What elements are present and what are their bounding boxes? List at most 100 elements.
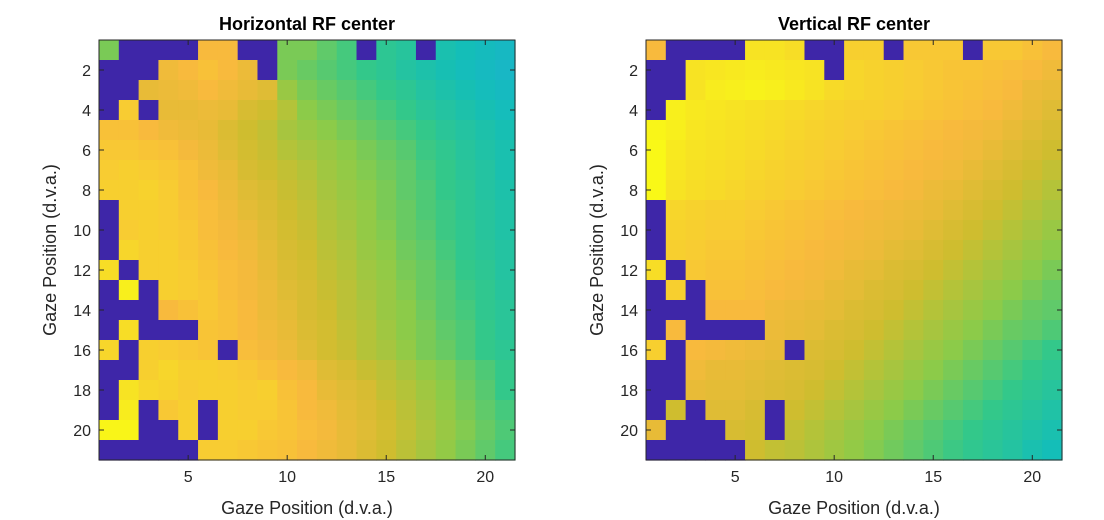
heatmap-cell	[277, 140, 298, 161]
heatmap-cell	[883, 160, 905, 181]
heatmap-cell	[316, 160, 338, 181]
heatmap-cell	[178, 120, 199, 141]
heatmap-cell	[316, 340, 338, 361]
heatmap-cell	[415, 100, 437, 121]
heatmap-cell	[685, 120, 707, 141]
heatmap-cell	[237, 340, 259, 361]
heatmap-cell	[297, 60, 318, 81]
heatmap-cell	[1022, 340, 1043, 361]
heatmap-cell	[138, 380, 160, 401]
heatmap-cell	[99, 360, 120, 381]
heatmap-cell	[415, 200, 437, 221]
heatmap-cell	[455, 240, 476, 261]
heatmap-cell	[118, 60, 140, 81]
heatmap-cell	[764, 340, 786, 361]
heatmap-cell	[725, 320, 746, 341]
heatmap-cell	[665, 120, 687, 141]
heatmap-cell	[745, 280, 766, 301]
heatmap-cell	[1022, 220, 1043, 241]
heatmap-cell	[455, 300, 476, 321]
heatmap-cell	[475, 260, 496, 281]
heatmap-cell	[99, 240, 120, 261]
heatmap-cell	[336, 340, 358, 361]
heatmap-cell	[804, 120, 825, 141]
heatmap-cell	[804, 40, 825, 61]
heatmap-cell	[685, 60, 707, 81]
heatmap-cell	[257, 120, 278, 141]
heatmap-cell	[784, 300, 806, 321]
heatmap-cell	[277, 340, 298, 361]
heatmap-cell	[217, 60, 239, 81]
heatmap-cell	[804, 400, 825, 421]
heatmap-cell	[883, 80, 905, 101]
heatmap-cell	[725, 80, 746, 101]
heatmap-cell	[435, 140, 457, 161]
y-tick-label: 8	[629, 183, 638, 200]
heatmap-cell	[1022, 140, 1043, 161]
heatmap-cell	[1022, 260, 1043, 281]
heatmap-cell	[316, 200, 338, 221]
heatmap-cell	[784, 160, 806, 181]
heatmap-cell	[217, 240, 239, 261]
heatmap-cell	[475, 340, 496, 361]
heatmap-cell	[455, 60, 476, 81]
heatmap-cell	[1002, 320, 1023, 341]
heatmap-cell	[356, 80, 377, 101]
heatmap-cell	[1002, 200, 1023, 221]
heatmap-cell	[118, 100, 140, 121]
heatmap-cell	[982, 280, 1004, 301]
heatmap-cell	[1002, 420, 1023, 441]
heatmap-cell	[784, 400, 806, 421]
x-axis-label: Gaze Position (d.v.a.)	[768, 498, 940, 518]
heatmap-cell	[376, 80, 397, 101]
heatmap-cell	[982, 120, 1004, 141]
heatmap-cell	[665, 360, 687, 381]
heatmap-cell	[316, 380, 338, 401]
heatmap-cell	[844, 420, 865, 441]
heatmap-cell	[455, 120, 476, 141]
heatmap-cell	[665, 260, 687, 281]
heatmap-cell	[1022, 80, 1043, 101]
heatmap-cell	[1002, 400, 1023, 421]
heatmap-cell	[943, 220, 964, 241]
heatmap-cell	[198, 120, 219, 141]
heatmap-cell	[435, 160, 457, 181]
heatmap-cell	[824, 180, 845, 201]
heatmap-cell	[1042, 80, 1063, 101]
heatmap-cell	[336, 300, 358, 321]
heatmap-cell	[764, 140, 786, 161]
heatmap-cell	[495, 160, 516, 181]
heatmap-cell	[297, 200, 318, 221]
heatmap-cell	[665, 340, 687, 361]
heatmap-cell	[844, 240, 865, 261]
heatmap-cell	[962, 440, 984, 461]
heatmap-cell	[705, 440, 726, 461]
heatmap-cell	[1042, 200, 1063, 221]
heatmap-cell	[923, 300, 944, 321]
heatmap-cell	[356, 120, 377, 141]
heatmap-cell	[138, 220, 160, 241]
heatmap-cell	[198, 80, 219, 101]
heatmap-cell	[99, 260, 120, 281]
heatmap-cell	[824, 80, 845, 101]
heatmap-cell	[415, 320, 437, 341]
heatmap-cell	[1022, 320, 1043, 341]
heatmap-cell	[844, 160, 865, 181]
heatmap-cell	[943, 60, 964, 81]
y-tick-label: 14	[73, 303, 91, 320]
heatmap-cell	[475, 160, 496, 181]
heatmap-cell	[844, 440, 865, 461]
heatmap-cell	[336, 80, 358, 101]
heatmap-cell	[257, 80, 278, 101]
heatmap-cell	[138, 400, 160, 421]
heatmap-cell	[198, 280, 219, 301]
heatmap-cell	[297, 420, 318, 441]
heatmap-cell	[962, 400, 984, 421]
heatmap-cell	[495, 240, 516, 261]
heatmap-cell	[725, 100, 746, 121]
heatmap-cell	[705, 140, 726, 161]
heatmap-panel-horizontal: 5 10 15 20 2 4 6 8 10 12 14 16 18 20 Horizontal RF cen…	[40, 14, 516, 518]
heatmap-cell	[725, 360, 746, 381]
heatmap-cell	[943, 200, 964, 221]
heatmap-cell	[1022, 400, 1043, 421]
